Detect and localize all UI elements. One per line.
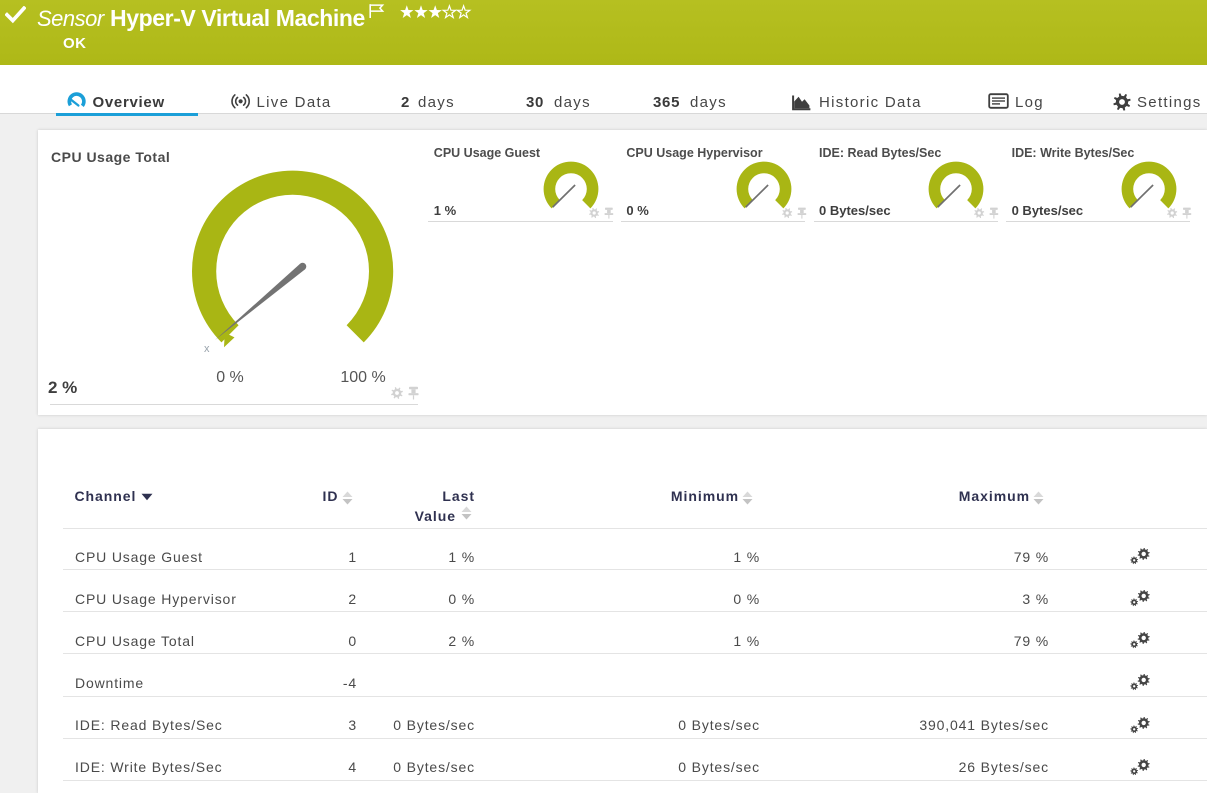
svg-text:x: x xyxy=(204,343,210,355)
